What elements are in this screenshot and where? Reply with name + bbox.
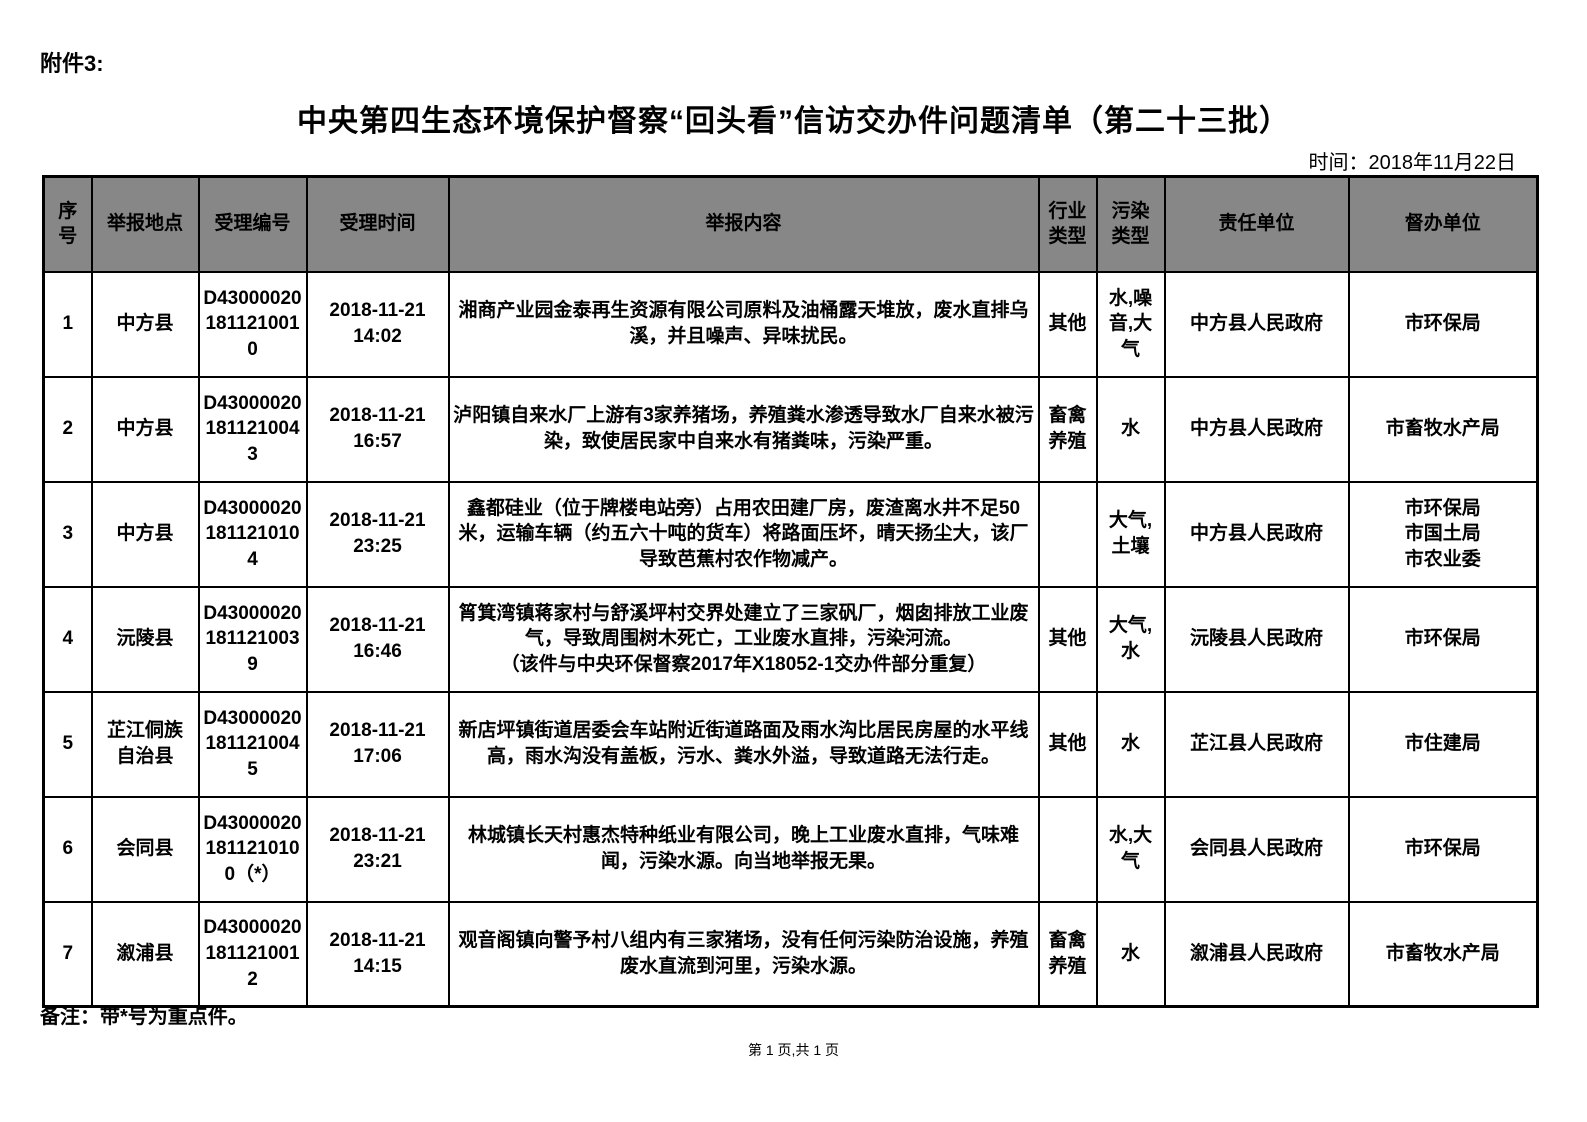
- cell-accept-time: 2018-11-21 16:46: [305, 585, 450, 693]
- table-body: 1 中方县 D43000020 181121001 0 2018-11-21 1…: [42, 270, 1539, 1008]
- table-row: 4 沅陵县 D43000020 181121003 9 2018-11-21 1…: [42, 585, 1539, 693]
- cell-pollution-type: 水,噪 音,大 气: [1095, 270, 1166, 378]
- cell-responsible-unit: 中方县人民政府: [1163, 270, 1350, 378]
- header-report-location: 举报地点: [90, 175, 200, 273]
- cell-report-location: 中方县: [90, 270, 200, 378]
- cell-supervising-unit: 市畜牧水产局: [1347, 900, 1539, 1008]
- cell-report-location: 中方县: [90, 480, 200, 588]
- cell-supervising-unit: 市环保局: [1347, 795, 1539, 903]
- cell-report-content: 新店坪镇街道居委会车站附近街道路面及雨水沟比居民房屋的水平线高，雨水沟没有盖板，…: [447, 690, 1040, 798]
- cell-supervising-unit: 市环保局 市国土局 市农业委: [1347, 480, 1539, 588]
- cell-report-location: 中方县: [90, 375, 200, 483]
- cell-industry-type: 其他: [1037, 270, 1098, 378]
- header-industry-type: 行业 类型: [1037, 175, 1098, 273]
- header-pollution-type: 污染 类型: [1095, 175, 1166, 273]
- cell-pollution-type: 大气, 土壤: [1095, 480, 1166, 588]
- cell-report-content: 湘商产业园金泰再生资源有限公司原料及油桶露天堆放，废水直排乌溪，并且噪声、异味扰…: [447, 270, 1040, 378]
- cell-pollution-type: 水: [1095, 900, 1166, 1008]
- header-case-number: 受理编号: [197, 175, 308, 273]
- table-row: 2 中方县 D43000020 181121004 3 2018-11-21 1…: [42, 375, 1539, 483]
- cell-case-number: D43000020 181121001 0: [197, 270, 308, 378]
- cell-pollution-type: 大气, 水: [1095, 585, 1166, 693]
- cell-report-content: 鑫都硅业（位于牌楼电站旁）占用农田建厂房，废渣离水井不足50米，运输车辆（约五六…: [447, 480, 1040, 588]
- header-report-content: 举报内容: [447, 175, 1040, 273]
- header-accept-time: 受理时间: [305, 175, 450, 273]
- cell-case-number: D43000020 181121010 4: [197, 480, 308, 588]
- complaints-table: 序 号 举报地点 受理编号 受理时间 举报内容 行业 类型 污染 类型 责任单位…: [42, 175, 1539, 1008]
- cell-supervising-unit: 市环保局: [1347, 270, 1539, 378]
- cell-report-location: 沅陵县: [90, 585, 200, 693]
- cell-pollution-type: 水: [1095, 690, 1166, 798]
- cell-supervising-unit: 市住建局: [1347, 690, 1539, 798]
- cell-case-number: D43000020 181121001 2: [197, 900, 308, 1008]
- cell-report-content: 泸阳镇自来水厂上游有3家养猪场，养殖粪水渗透导致水厂自来水被污染，致使居民家中自…: [447, 375, 1040, 483]
- cell-accept-time: 2018-11-21 16:57: [305, 375, 450, 483]
- header-row: 序 号 举报地点 受理编号 受理时间 举报内容 行业 类型 污染 类型 责任单位…: [42, 175, 1539, 273]
- table-row: 5 芷江侗族 自治县 D43000020 181121004 5 2018-11…: [42, 690, 1539, 798]
- cell-accept-time: 2018-11-21 23:21: [305, 795, 450, 903]
- cell-serial-number: 7: [42, 900, 93, 1008]
- cell-industry-type: 其他: [1037, 690, 1098, 798]
- cell-responsible-unit: 沅陵县人民政府: [1163, 585, 1350, 693]
- table-row: 7 溆浦县 D43000020 181121001 2 2018-11-21 1…: [42, 900, 1539, 1008]
- cell-industry-type: [1037, 480, 1098, 588]
- cell-report-content: 筲箕湾镇蒋家村与舒溪坪村交界处建立了三家矾厂，烟囱排放工业废气，导致周围树木死亡…: [447, 585, 1040, 693]
- cell-serial-number: 6: [42, 795, 93, 903]
- cell-industry-type: 其他: [1037, 585, 1098, 693]
- cell-serial-number: 3: [42, 480, 93, 588]
- page-title: 中央第四生态环境保护督察“回头看”信访交办件问题清单（第二十三批）: [297, 105, 1290, 138]
- page-number: 第 1 页,共 1 页: [747, 1042, 840, 1058]
- cell-report-content: 林城镇长天村惠杰特种纸业有限公司，晚上工业废水直排，气味难闻，污染水源。向当地举…: [447, 795, 1040, 903]
- cell-serial-number: 2: [42, 375, 93, 483]
- header-responsible-unit: 责任单位: [1163, 175, 1350, 273]
- cell-accept-time: 2018-11-21 23:25: [305, 480, 450, 588]
- cell-industry-type: 畜禽 养殖: [1037, 375, 1098, 483]
- cell-serial-number: 1: [42, 270, 93, 378]
- cell-responsible-unit: 芷江县人民政府: [1163, 690, 1350, 798]
- cell-report-location: 芷江侗族 自治县: [90, 690, 200, 798]
- cell-case-number: D43000020 181121004 5: [197, 690, 308, 798]
- cell-pollution-type: 水: [1095, 375, 1166, 483]
- date-line: 时间：2018年11月22日: [1308, 152, 1517, 174]
- table-row: 6 会同县 D43000020 181121010 0（*） 2018-11-2…: [42, 795, 1539, 903]
- cell-report-location: 会同县: [90, 795, 200, 903]
- cell-serial-number: 4: [42, 585, 93, 693]
- cell-responsible-unit: 溆浦县人民政府: [1163, 900, 1350, 1008]
- cell-industry-type: 畜禽 养殖: [1037, 900, 1098, 1008]
- table-header: 序 号 举报地点 受理编号 受理时间 举报内容 行业 类型 污染 类型 责任单位…: [42, 175, 1539, 273]
- cell-report-location: 溆浦县: [90, 900, 200, 1008]
- footnote: 备注：带*号为重点件。: [40, 1006, 248, 1028]
- cell-responsible-unit: 会同县人民政府: [1163, 795, 1350, 903]
- cell-responsible-unit: 中方县人民政府: [1163, 480, 1350, 588]
- table-row: 3 中方县 D43000020 181121010 4 2018-11-21 2…: [42, 480, 1539, 588]
- cell-report-content: 观音阁镇向警予村八组内有三家猪场，没有任何污染防治设施，养殖废水直流到河里，污染…: [447, 900, 1040, 1008]
- cell-accept-time: 2018-11-21 14:15: [305, 900, 450, 1008]
- cell-case-number: D43000020 181121003 9: [197, 585, 308, 693]
- table-row: 1 中方县 D43000020 181121001 0 2018-11-21 1…: [42, 270, 1539, 378]
- cell-pollution-type: 水,大 气: [1095, 795, 1166, 903]
- cell-case-number: D43000020 181121010 0（*）: [197, 795, 308, 903]
- header-serial-number: 序 号: [42, 175, 93, 273]
- cell-accept-time: 2018-11-21 17:06: [305, 690, 450, 798]
- cell-supervising-unit: 市环保局: [1347, 585, 1539, 693]
- cell-serial-number: 5: [42, 690, 93, 798]
- cell-supervising-unit: 市畜牧水产局: [1347, 375, 1539, 483]
- attachment-label: 附件3:: [40, 51, 104, 76]
- cell-industry-type: [1037, 795, 1098, 903]
- header-supervising-unit: 督办单位: [1347, 175, 1539, 273]
- cell-accept-time: 2018-11-21 14:02: [305, 270, 450, 378]
- cell-responsible-unit: 中方县人民政府: [1163, 375, 1350, 483]
- cell-case-number: D43000020 181121004 3: [197, 375, 308, 483]
